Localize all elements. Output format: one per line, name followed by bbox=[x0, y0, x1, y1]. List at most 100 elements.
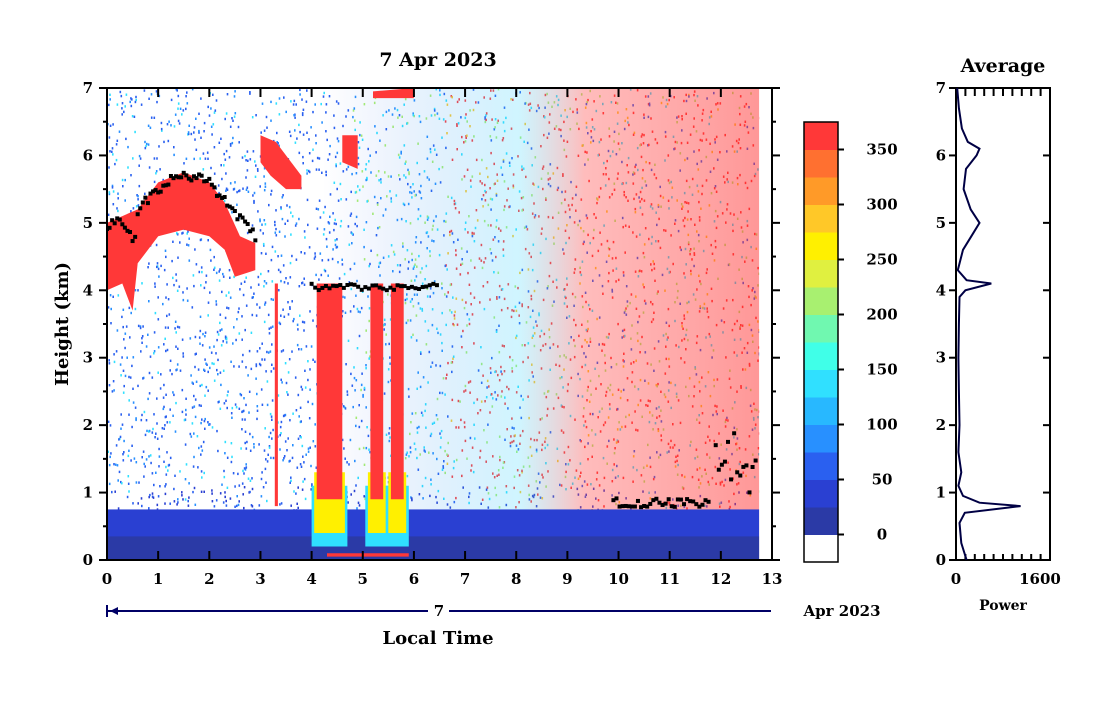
speckle bbox=[132, 356, 135, 359]
cloud-base-marker bbox=[209, 182, 214, 187]
speckle bbox=[228, 156, 231, 159]
speckle bbox=[318, 157, 321, 160]
speckle bbox=[164, 424, 166, 427]
speckle bbox=[210, 351, 213, 354]
speckle bbox=[150, 116, 153, 119]
speckle bbox=[301, 281, 304, 284]
cloud-base-marker bbox=[184, 173, 189, 178]
speckle bbox=[115, 444, 118, 447]
speckle bbox=[207, 239, 209, 242]
speckle bbox=[283, 457, 285, 460]
speckle bbox=[265, 282, 268, 285]
speckle bbox=[233, 95, 236, 98]
speckle bbox=[122, 325, 124, 329]
speckle bbox=[255, 164, 257, 167]
speckle bbox=[149, 355, 152, 358]
speckle bbox=[201, 270, 203, 274]
speckle bbox=[268, 446, 271, 449]
cloud-base-marker bbox=[133, 234, 138, 239]
speckle bbox=[258, 362, 261, 366]
speckle bbox=[175, 279, 178, 282]
speckle bbox=[213, 172, 216, 175]
speckle bbox=[243, 280, 246, 283]
speckle bbox=[262, 486, 265, 489]
heatmap-y-axis-label: Height (km) bbox=[52, 262, 73, 386]
speckle bbox=[213, 255, 215, 259]
speckle bbox=[270, 258, 273, 262]
speckle bbox=[129, 336, 131, 339]
speckle bbox=[316, 156, 319, 160]
cloud-base-marker bbox=[230, 206, 235, 211]
speckle bbox=[147, 397, 149, 401]
speckle bbox=[207, 389, 209, 392]
speckle bbox=[229, 276, 231, 279]
cloud-base-marker bbox=[143, 195, 148, 200]
speckle bbox=[286, 204, 288, 207]
speckle bbox=[129, 376, 132, 379]
speckle bbox=[260, 131, 262, 134]
speckle bbox=[112, 190, 115, 193]
speckle bbox=[191, 422, 194, 425]
speckle bbox=[202, 168, 205, 171]
speckle bbox=[268, 332, 271, 335]
speckle bbox=[175, 273, 177, 276]
speckle bbox=[117, 294, 120, 297]
speckle bbox=[275, 227, 277, 231]
speckle bbox=[167, 139, 170, 143]
speckle bbox=[297, 506, 299, 510]
speckle bbox=[191, 88, 194, 91]
speckle bbox=[173, 153, 175, 157]
speckle bbox=[270, 119, 272, 122]
speckle bbox=[140, 497, 143, 500]
x-tick-label: 11 bbox=[659, 570, 680, 588]
speckle bbox=[218, 141, 221, 144]
speckle bbox=[173, 487, 175, 491]
speckle bbox=[194, 398, 197, 401]
cloud-base-marker bbox=[409, 284, 414, 289]
speckle bbox=[270, 193, 272, 196]
cloud-base-marker bbox=[207, 176, 212, 181]
speckle bbox=[241, 410, 243, 414]
speckle bbox=[231, 406, 234, 410]
speckle bbox=[307, 447, 310, 450]
speckle bbox=[236, 190, 238, 194]
speckle bbox=[144, 146, 147, 150]
speckle bbox=[131, 444, 133, 447]
speckle bbox=[234, 505, 236, 508]
cloud-base-marker bbox=[220, 195, 225, 200]
speckle bbox=[203, 490, 205, 493]
speckle bbox=[165, 415, 167, 418]
speckle bbox=[260, 388, 263, 391]
speckle bbox=[166, 451, 168, 454]
speckle bbox=[137, 204, 140, 207]
speckle bbox=[205, 274, 208, 277]
speckle bbox=[225, 338, 228, 341]
speckle bbox=[215, 99, 218, 102]
speckle bbox=[204, 331, 207, 334]
speckle bbox=[249, 91, 251, 94]
speckle bbox=[226, 306, 228, 309]
cloud-base-marker bbox=[654, 496, 659, 501]
speckle bbox=[260, 477, 263, 481]
speckle bbox=[220, 137, 222, 140]
speckle bbox=[241, 360, 244, 363]
y-tick-label: 7 bbox=[83, 79, 93, 97]
cloud-base-marker bbox=[402, 284, 407, 289]
speckle bbox=[271, 363, 273, 366]
speckle bbox=[116, 103, 119, 106]
speckle bbox=[306, 89, 308, 92]
colorbar-segment bbox=[804, 204, 838, 233]
speckle bbox=[143, 462, 145, 466]
speckle bbox=[111, 147, 114, 150]
speckle bbox=[269, 431, 272, 435]
speckle bbox=[311, 483, 313, 486]
speckle bbox=[266, 126, 268, 129]
speckle bbox=[192, 490, 194, 494]
cloud-base-marker bbox=[153, 188, 158, 193]
speckle bbox=[216, 330, 219, 334]
speckle bbox=[188, 124, 190, 127]
speckle bbox=[181, 494, 183, 497]
speckle bbox=[294, 116, 296, 119]
speckle bbox=[232, 188, 235, 191]
speckle bbox=[260, 272, 262, 276]
